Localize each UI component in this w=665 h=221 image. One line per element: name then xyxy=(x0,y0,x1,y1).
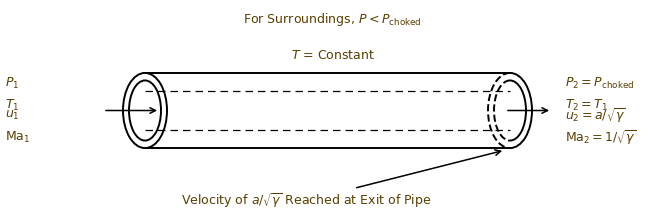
Text: $\mathrm{Ma}_1$: $\mathrm{Ma}_1$ xyxy=(5,130,31,145)
Text: $\mathrm{Ma}_2 = 1/\sqrt{\gamma}$: $\mathrm{Ma}_2 = 1/\sqrt{\gamma}$ xyxy=(565,128,637,147)
Text: For Surroundings, $P < P_{\mathrm{choked}}$: For Surroundings, $P < P_{\mathrm{choked… xyxy=(243,11,422,28)
Text: $T_2 = T_1$: $T_2 = T_1$ xyxy=(565,98,608,113)
Text: Velocity of $a/\sqrt{\gamma}$ Reached at Exit of Pipe: Velocity of $a/\sqrt{\gamma}$ Reached at… xyxy=(181,150,501,210)
Text: $u_2 = a/\sqrt{\gamma}$: $u_2 = a/\sqrt{\gamma}$ xyxy=(565,106,626,125)
Text: $T_1$: $T_1$ xyxy=(5,98,19,113)
Text: $T$ = Constant: $T$ = Constant xyxy=(291,49,374,62)
Text: $P_2 = P_{\mathrm{choked}}$: $P_2 = P_{\mathrm{choked}}$ xyxy=(565,76,634,91)
Text: $u_1$: $u_1$ xyxy=(5,109,20,122)
Text: $P_1$: $P_1$ xyxy=(5,76,19,91)
